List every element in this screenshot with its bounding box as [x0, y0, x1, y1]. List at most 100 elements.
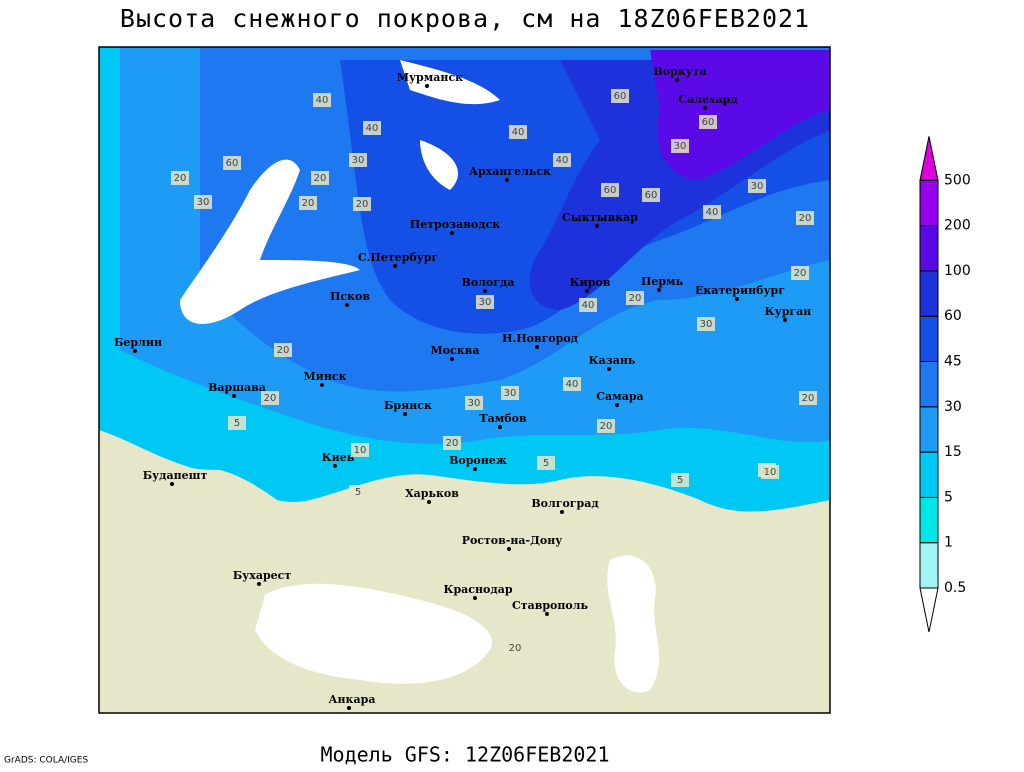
colorbar-segment [919, 225, 939, 272]
contour-label-bg [597, 419, 615, 433]
city-label: Екатеринбург [695, 284, 785, 297]
city-label: Тамбов [479, 412, 527, 425]
contour-label-bg [194, 195, 212, 209]
snow-max [650, 50, 830, 180]
city-label: Варшава [208, 381, 266, 394]
contour-label-bg [671, 139, 689, 153]
city-dot [545, 612, 549, 616]
contour-label: 60 [645, 190, 658, 201]
contour-label: 20 [446, 438, 459, 449]
city-dot [560, 510, 564, 514]
city-label: Ставрополь [512, 599, 589, 612]
contour-label: 20 [794, 268, 807, 279]
city-dot [232, 394, 236, 398]
city-dot [473, 596, 477, 600]
colorbar-label: 45 [944, 354, 962, 370]
contour-label-bg [349, 153, 367, 167]
city-dot [498, 425, 502, 429]
contour-label: 20 [174, 173, 187, 184]
colorbar-label: 30 [944, 399, 962, 415]
contour-label-bg [796, 211, 814, 225]
city-label: Архангельск [469, 165, 551, 178]
contour-label-bg [642, 188, 660, 202]
contour-label-bg [626, 291, 644, 305]
city-dot [783, 318, 787, 322]
contour-label-bg [223, 156, 241, 170]
city-dot [505, 178, 509, 182]
city-dot [333, 464, 337, 468]
colorbar-label: 500 [944, 172, 971, 188]
contour-label-bg [671, 473, 689, 487]
city-label: Харьков [405, 487, 459, 500]
colorbar-label: 60 [944, 308, 962, 324]
city-label: Вологда [462, 276, 515, 289]
caspian-sea [607, 555, 660, 693]
contour-label: 40 [566, 379, 579, 390]
no-snow [99, 440, 330, 570]
city-dot [450, 357, 454, 361]
contour-label: 60 [226, 158, 239, 169]
city-label: Самара [596, 390, 643, 403]
city-dot [703, 106, 707, 110]
colorbar-segment [919, 179, 939, 227]
colorbar-segment [919, 451, 939, 498]
city-dot [735, 297, 739, 301]
city-label: С.Петербург [358, 251, 439, 264]
contour-label-bg [443, 436, 461, 450]
city-label: Петрозаводск [410, 218, 500, 231]
contour-label: 20 [314, 173, 327, 184]
baltic-sea [180, 159, 360, 324]
city-dot [483, 289, 487, 293]
contour-label: 30 [352, 155, 365, 166]
colorbar-triangle-high [919, 136, 939, 181]
city-label: Киев [322, 451, 355, 464]
city-dot [257, 582, 261, 586]
contour-label-bg [506, 641, 524, 655]
contour-label: 5 [543, 458, 549, 469]
city-label: Брянск [384, 399, 432, 412]
contour-label: 20 [802, 393, 815, 404]
city-label: Киров [570, 276, 611, 289]
contour-label: 30 [468, 398, 481, 409]
city-label: Краснодар [443, 583, 512, 596]
contour-label: 30 [751, 181, 764, 192]
model-label: Модель GFS: 12Z06FEB2021 [321, 743, 610, 767]
colorbar-label: 1 [944, 535, 953, 551]
contour-label: 30 [674, 141, 687, 152]
city-dot [615, 403, 619, 407]
contour-label: 40 [366, 123, 379, 134]
city-dot [657, 288, 661, 292]
city-label: Н.Новгород [502, 332, 578, 345]
contour-label: 40 [512, 127, 525, 138]
city-dot [585, 289, 589, 293]
contour-label-bg [509, 125, 527, 139]
city-label: Салехард [678, 93, 737, 106]
city-label: Минск [303, 370, 346, 383]
contour-label-bg [313, 93, 331, 107]
contour-label: 20 [799, 213, 812, 224]
contour-label-bg [579, 298, 597, 312]
contour-label: 10 [764, 467, 777, 478]
white-sea [400, 60, 500, 190]
contour-label-bg [299, 196, 317, 210]
contour-label-bg [353, 197, 371, 211]
contour-label-bg [501, 386, 519, 400]
contour-label-bg [697, 317, 715, 331]
contour-label-bg [171, 171, 189, 185]
colorbar-label: 200 [944, 218, 971, 234]
city-dot [133, 349, 137, 353]
colorbar-segment [919, 361, 939, 408]
contour-labels: 40 40 60 30 20 60 40 60 30 20 30 20 20 40 30 60 60 40 40 30… [171, 89, 817, 655]
city-labels: Мурманск Воркута Салехард Архангельск Петроз… [114, 65, 811, 710]
contour-label-bg [537, 456, 555, 470]
contour-label-bg [261, 391, 279, 405]
contour-label-bg [601, 183, 619, 197]
contour-label: 30 [504, 388, 517, 399]
contour-label-bg [611, 89, 629, 103]
city-label: Берлин [114, 336, 162, 349]
contour-label: 40 [316, 95, 329, 106]
city-label: Казань [589, 354, 636, 367]
colorbar-segment [919, 496, 939, 544]
